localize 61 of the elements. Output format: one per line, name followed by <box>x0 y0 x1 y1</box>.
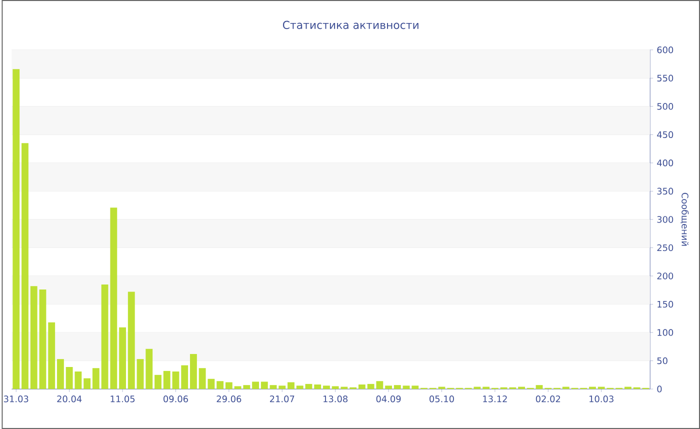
bar <box>128 292 135 390</box>
bar <box>385 386 392 390</box>
y-tick-label: 350 <box>657 188 674 195</box>
y-tick-label: 450 <box>657 131 674 138</box>
bar <box>22 143 28 390</box>
bar <box>190 354 197 390</box>
chart-title: Статистика активности <box>282 20 418 30</box>
bar <box>305 384 312 390</box>
x-tick-label: 04.09 <box>376 396 401 402</box>
x-tick-label: 09.06 <box>164 396 188 402</box>
bar <box>260 382 268 390</box>
bar <box>12 69 20 390</box>
y-tick-label: 150 <box>658 300 674 308</box>
bar <box>402 386 410 390</box>
bar <box>288 382 294 390</box>
y-tick-label: 500 <box>657 103 674 110</box>
y-tick-label: 200 <box>657 272 674 280</box>
bar <box>278 386 286 390</box>
bar <box>48 322 56 390</box>
x-tick-label: 05.10 <box>430 396 454 402</box>
bar <box>536 385 543 390</box>
bar <box>119 327 126 390</box>
y-tick-label: 400 <box>657 160 674 166</box>
x-tick-label: 13.12 <box>483 396 507 402</box>
y-tick-label: 300 <box>657 216 674 223</box>
y-tick-label: 50 <box>657 357 668 364</box>
y-tick-label: 550 <box>657 74 674 82</box>
bar <box>225 382 232 390</box>
y-tick-label: 0 <box>657 386 662 392</box>
bar <box>412 386 419 390</box>
bar <box>323 386 330 390</box>
x-tick-label: 13.08 <box>324 396 348 402</box>
bar <box>172 372 180 390</box>
x-tick-label: 31.03 <box>4 396 28 402</box>
bar <box>84 378 91 390</box>
bar <box>154 374 162 390</box>
bar <box>270 385 277 390</box>
bar <box>136 359 144 390</box>
x-tick-label: 10.03 <box>590 396 614 402</box>
bar <box>146 348 153 390</box>
y-axis-title: Сообщений <box>680 192 689 246</box>
bar <box>252 382 259 390</box>
bar <box>57 359 64 390</box>
y-tick-label: 250 <box>657 244 674 252</box>
bar <box>296 386 304 390</box>
bar <box>394 385 401 390</box>
y-tick-label: 600 <box>657 46 674 54</box>
bar <box>39 290 46 390</box>
bar <box>216 381 224 390</box>
x-tick-label: 21.07 <box>270 396 294 402</box>
bar <box>92 368 100 390</box>
x-tick-label: 20.04 <box>57 396 82 402</box>
x-tick-label: 02.02 <box>536 396 560 402</box>
x-tick-label: 11.05 <box>110 396 135 402</box>
bar <box>181 365 188 390</box>
x-tick-label: 29.06 <box>216 396 242 402</box>
bar <box>30 286 38 390</box>
y-tick-label: 100 <box>658 329 674 336</box>
bar <box>314 384 322 390</box>
bar <box>358 384 366 390</box>
bar <box>163 370 170 390</box>
